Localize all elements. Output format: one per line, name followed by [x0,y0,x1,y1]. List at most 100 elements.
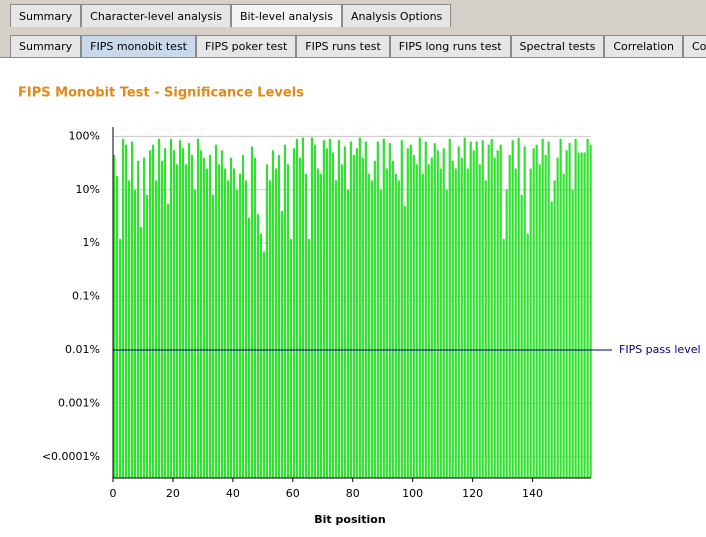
bar [199,150,203,478]
bar [439,168,442,478]
bar [328,138,331,479]
bar [113,154,116,478]
bar [373,160,376,478]
y-tick-label: 100% [69,129,100,142]
bar [475,141,478,478]
bar [514,168,517,478]
bar [472,150,475,478]
bar [370,180,373,478]
bar [409,144,412,478]
bar [163,148,167,478]
bar [202,157,206,478]
bar [481,140,484,479]
tab[interactable]: Correlation [604,35,683,57]
bar [538,164,541,478]
bar [550,201,553,478]
bar [400,140,403,479]
bar [583,152,586,478]
bar [253,157,257,478]
bar [289,238,293,478]
bar [454,168,457,478]
bar [319,173,322,478]
bar [211,194,215,478]
bar [235,189,239,478]
bar [286,164,290,478]
bar [193,189,197,478]
bar [190,154,194,478]
tab[interactable]: FIPS runs test [296,35,390,57]
x-tick-label: 120 [462,487,483,500]
bar [493,157,496,478]
bar [376,141,379,478]
tab[interactable]: Bit-level analysis [230,4,343,27]
bar [556,157,559,478]
bar [151,144,155,478]
bar [460,157,463,478]
bar [424,141,427,478]
bar [184,164,188,478]
bar [508,154,511,478]
tab[interactable]: Compression [682,35,706,57]
bar [406,148,409,478]
bar [589,144,592,478]
bar [283,144,287,478]
tab[interactable]: Spectral tests [510,35,605,57]
bar [355,148,358,478]
bar [577,152,580,478]
bar [388,143,391,478]
y-tick-label: 0.01% [65,343,100,356]
bar [367,173,370,478]
bar [178,140,182,479]
x-tick-label: 80 [346,487,360,500]
x-axis-label: Bit position [314,513,385,526]
bar [166,203,170,479]
bar [127,180,131,478]
bar [529,168,532,478]
bar [496,150,499,478]
bar [322,140,325,479]
x-tick-label: 40 [226,487,240,500]
bar [565,150,568,478]
bar [559,138,562,479]
bar [544,154,547,478]
bar [547,141,550,478]
bar [418,137,421,478]
bar [364,141,367,478]
bar [160,160,164,478]
pass-level-label: FIPS pass level [619,343,701,356]
tab[interactable]: Summary [10,4,82,27]
tab[interactable]: FIPS monobit test [81,35,196,57]
bar [214,144,218,478]
tab[interactable]: Character-level analysis [81,4,231,27]
y-tick-label: 10% [76,183,100,196]
bar [148,150,152,478]
bar [385,168,388,478]
bar [292,148,296,478]
bar [445,189,448,478]
bar [430,157,433,478]
bar [133,189,137,478]
bar [154,180,158,478]
bar [208,154,212,478]
bar [175,164,179,478]
bar [256,214,260,478]
tab[interactable]: Analysis Options [342,4,452,27]
tab[interactable]: FIPS long runs test [389,35,511,57]
bar [571,189,574,478]
bar [580,152,583,478]
bar [247,217,251,478]
bar [469,141,472,478]
bar [244,180,248,478]
tab[interactable]: Summary [10,35,82,57]
bar [505,189,508,478]
y-tick-label: 0.1% [72,290,100,303]
bar [118,238,122,478]
tab[interactable]: FIPS poker test [195,35,297,57]
bar [412,154,415,478]
y-tick-label: <0.0001% [42,450,100,463]
bar [463,137,466,478]
bar [205,168,209,478]
bar [487,144,490,478]
bar [115,176,119,479]
x-tick-label: 140 [522,487,543,500]
